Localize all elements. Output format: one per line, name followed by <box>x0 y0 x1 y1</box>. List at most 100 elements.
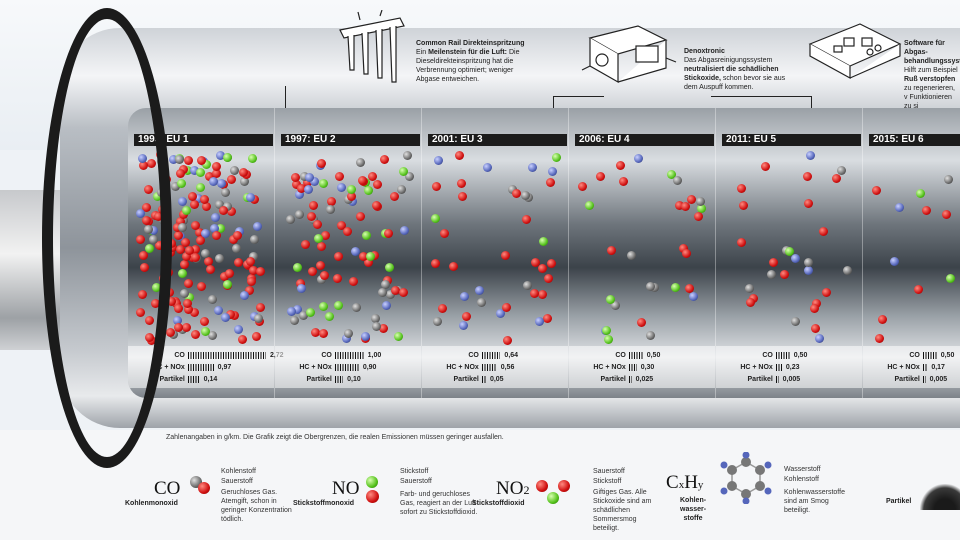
molecule-gray <box>626 251 636 261</box>
molecule-gray <box>299 311 309 321</box>
molecule-gray <box>179 289 189 299</box>
molecule-red <box>334 171 344 181</box>
metric-value: 0,56 <box>500 364 515 371</box>
metric-hc_nox: HC + NOx 0,17 <box>863 362 960 373</box>
molecule-red <box>501 250 511 260</box>
atom-label: Stickstoff <box>400 468 429 475</box>
molecule-red <box>544 273 554 283</box>
metric-hc_nox: HC + NOx 0,23 <box>716 362 858 373</box>
metric-value: 0,23 <box>785 364 800 371</box>
metric-label: CO <box>174 352 185 359</box>
molecule-green <box>539 237 549 247</box>
metric-bar <box>775 352 790 359</box>
metric-label: CO <box>321 352 332 359</box>
molecule-green <box>196 167 206 177</box>
metric-label: HC + NOx <box>152 364 185 371</box>
molecule-green <box>202 159 212 169</box>
metric-bar <box>922 376 926 383</box>
molecule-red <box>183 298 193 308</box>
molecule-gray <box>696 196 706 206</box>
molecule-blue <box>348 196 358 206</box>
molecule-red <box>173 222 183 232</box>
molecule-red <box>197 282 207 292</box>
molecule-gray <box>385 290 395 300</box>
molecule-blue <box>287 306 297 316</box>
metric-hc_nox: HC + NOx 0,30 <box>569 362 711 373</box>
metric-value: 0,30 <box>640 364 655 371</box>
metric-partikel: Partikel 0,005 <box>716 374 858 385</box>
molecule-blue <box>400 225 410 235</box>
metric-bar <box>922 352 937 359</box>
molecule-red <box>821 288 831 298</box>
molecule-red <box>183 305 193 315</box>
molecule-red <box>812 299 822 309</box>
molecule-blue <box>178 196 188 206</box>
molecule-blue <box>200 229 210 239</box>
molecule-blue <box>341 334 351 344</box>
molecule-red <box>390 286 400 296</box>
metric-bar <box>481 352 501 359</box>
molecule-green <box>222 280 232 290</box>
molecule-gray <box>377 288 387 298</box>
metric-co: CO 1,00 <box>275 350 417 361</box>
molecule-red <box>244 285 254 295</box>
legend-cxhy: CxHy Kohlen-wasser-stoffe Wasserstoff Ko… <box>660 452 850 538</box>
molecule-blue <box>805 150 815 160</box>
molecule-green <box>181 206 191 216</box>
control-unit-icon <box>808 23 902 80</box>
molecule-red <box>251 332 261 342</box>
molecule-gray <box>239 177 249 187</box>
molecule-green <box>248 153 258 163</box>
legend-co: CO Kohlenstoff Sauerstoff Kohlenmonoxid … <box>120 452 292 532</box>
formula: NO <box>332 478 360 499</box>
molecule-blue <box>688 291 698 301</box>
molecule-blue <box>190 166 200 176</box>
molecule-red <box>185 245 195 255</box>
panel-eu5: 2011: EU 5 CO 0,50 HC + NOx 0,23 Partikel 0,00… <box>716 108 863 398</box>
molecule-blue <box>240 291 250 301</box>
molecule-green <box>324 312 334 322</box>
molecule-red <box>190 199 200 209</box>
molecule-blue <box>482 162 492 172</box>
molecule-gray <box>397 184 407 194</box>
molecule-red <box>803 198 813 208</box>
molecule-blue <box>351 246 361 256</box>
molecule-red <box>204 256 214 266</box>
molecule-red <box>811 324 821 334</box>
molecule-green <box>604 335 614 345</box>
molecule-gray <box>791 316 801 326</box>
metric-label: HC + NOx <box>446 364 479 371</box>
molecule-gray <box>175 155 185 165</box>
molecule-red <box>522 215 532 225</box>
molecule-red <box>545 178 555 188</box>
metric-bar <box>187 376 200 383</box>
molecule-red <box>437 304 447 314</box>
metric-bar <box>922 364 928 371</box>
molecule-red <box>430 258 440 268</box>
molecule-blue <box>528 162 538 172</box>
molecule-gray <box>290 316 300 326</box>
metric-label: CO <box>762 352 773 359</box>
panel-eu6: 2015: EU 6 CO 0,50 HC + NOx 0,17 Partikel 0,00… <box>863 108 960 398</box>
metric-value: 0,005 <box>782 376 801 383</box>
metric-value: 1,00 <box>367 352 382 359</box>
molecule-green <box>606 295 616 305</box>
soot-pile-icon <box>920 484 960 510</box>
atom-label: Sauerstoff <box>593 468 625 475</box>
metric-value: 0,17 <box>931 364 945 371</box>
molecule-green <box>361 230 371 240</box>
molecule-red <box>313 219 323 229</box>
molecule-green <box>431 213 441 223</box>
metric-label: Partikel <box>600 376 626 383</box>
molecule-blue <box>234 324 244 334</box>
molecule-red <box>357 175 367 185</box>
molecule-gray <box>299 172 309 182</box>
molecule-red <box>682 249 692 259</box>
metric-bar <box>775 364 782 371</box>
molecule-red <box>343 227 353 237</box>
nitrogen-atom <box>547 492 559 504</box>
molecule-red <box>878 315 888 325</box>
molecule-gray <box>837 165 847 175</box>
molecule-blue <box>382 300 392 310</box>
molecule-blue <box>209 224 219 234</box>
